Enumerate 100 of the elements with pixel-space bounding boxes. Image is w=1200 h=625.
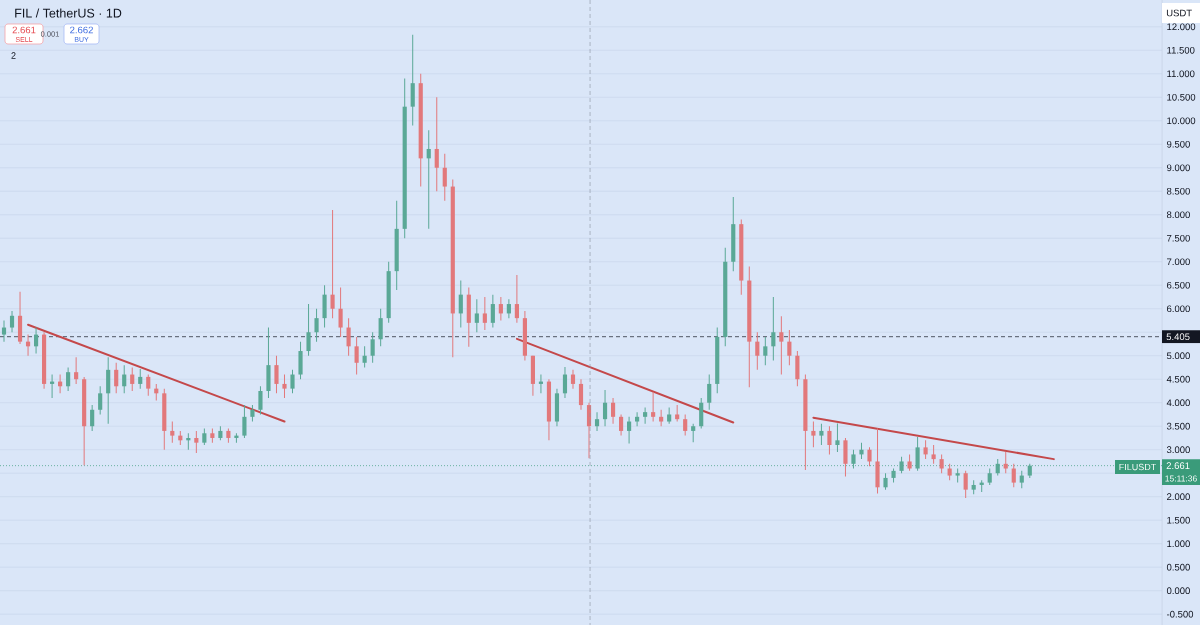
candlestick — [506, 298, 511, 319]
candlestick — [274, 355, 279, 394]
candlestick — [378, 308, 383, 347]
text: FIL / TetherUS · 1D — [15, 8, 122, 18]
y-tick-label: 2.000 — [1167, 493, 1190, 501]
candlestick — [410, 34, 415, 126]
candlestick — [651, 391, 656, 423]
y-tick-label: 6.500 — [1167, 281, 1190, 289]
candlestick — [618, 413, 624, 437]
y-tick-label: 1.000 — [1167, 540, 1190, 548]
candlestick — [819, 423, 824, 446]
candlestick — [346, 317, 351, 357]
y-tick-label: 10.500 — [1167, 93, 1196, 101]
candlestick — [33, 327, 39, 354]
y-tick-label: 11.500 — [1167, 46, 1195, 54]
annotation: 2.662 — [70, 26, 93, 34]
candlestick — [843, 437, 848, 477]
candlestick — [170, 421, 175, 444]
candlestick — [779, 315, 784, 376]
candlestick — [9, 310, 15, 333]
candlestick — [146, 374, 151, 397]
annotation: 2.661 — [12, 26, 36, 34]
candlestick — [851, 449, 856, 470]
y-tick-label: 0.500 — [1166, 563, 1190, 571]
y-tick-label: 7.500 — [1167, 234, 1190, 242]
ref-line-label: 2.661 — [1166, 462, 1190, 470]
candlestick — [194, 430, 199, 454]
candlestick — [811, 421, 816, 448]
candlestick — [458, 280, 463, 329]
candlestick — [795, 350, 800, 387]
candlestick — [923, 439, 928, 460]
y-tick-label: 8.500 — [1166, 187, 1190, 195]
candlestick — [835, 422, 840, 453]
candlestick — [627, 416, 632, 445]
text: 15:11:36 — [1165, 475, 1197, 482]
candlestick — [763, 336, 768, 366]
candlestick — [707, 374, 712, 411]
candlestick — [931, 444, 936, 465]
candlestick — [330, 209, 335, 319]
candlestick — [610, 397, 616, 425]
annotation: 2 — [11, 52, 16, 59]
y-tick-label: -0.500 — [1166, 610, 1194, 618]
candlestick — [514, 274, 519, 324]
candlestick — [1003, 451, 1008, 474]
y-tick-label: 1.500 — [1167, 516, 1190, 524]
candlestick — [963, 470, 968, 499]
candlestick — [578, 378, 584, 411]
candlestick — [683, 413, 688, 437]
candlestick — [691, 423, 696, 443]
candlestick — [114, 362, 119, 394]
y-tick-label: 9.000 — [1166, 164, 1190, 172]
candlestick — [699, 397, 704, 430]
candlestick — [242, 404, 247, 439]
candlestick — [122, 364, 127, 394]
candlestick — [362, 345, 367, 368]
y-tick-label: 7.000 — [1167, 258, 1190, 266]
candlestick — [442, 153, 447, 202]
candlestick — [1011, 463, 1016, 488]
y-tick-label: 4.500 — [1166, 375, 1190, 383]
y-tick-label: 9.500 — [1166, 140, 1190, 148]
candlestick — [338, 287, 343, 338]
candlestick — [602, 389, 608, 427]
candlestick — [90, 404, 95, 432]
candlestick — [66, 366, 71, 392]
y-tick-label: 11.000 — [1167, 70, 1195, 78]
candlestick — [290, 369, 295, 394]
candlestick — [282, 374, 287, 399]
candlestick — [306, 303, 311, 357]
y-tick-label: 3.000 — [1166, 446, 1190, 454]
candlestick — [370, 331, 375, 364]
candlestick — [635, 411, 640, 427]
candlestick — [314, 308, 319, 343]
candlestick — [570, 369, 576, 390]
y-tick-label: 4.000 — [1166, 399, 1190, 407]
y-tick-label: 6.000 — [1167, 305, 1190, 313]
y-tick-label: 0.000 — [1166, 587, 1190, 595]
candlestick — [434, 96, 439, 192]
candlestick — [138, 368, 143, 390]
candlestick — [258, 385, 263, 415]
candlestick — [106, 356, 111, 425]
candlestick — [74, 356, 79, 385]
ref-line-label: 5.405 — [1166, 333, 1190, 341]
candlestick — [354, 336, 359, 376]
candlestick — [915, 436, 920, 472]
candlestick — [474, 298, 479, 333]
candlestick — [643, 406, 648, 425]
candlestick — [755, 331, 760, 371]
candlestick — [490, 294, 495, 329]
candlestick — [426, 129, 431, 230]
candlestick — [482, 296, 487, 331]
candlestick — [298, 341, 303, 380]
candlestick — [659, 409, 664, 427]
candlestick — [498, 296, 503, 321]
y-tick-label: 3.500 — [1166, 422, 1190, 430]
candlestick — [1, 319, 7, 343]
y-tick-label: 12.000 — [1167, 23, 1196, 31]
y-tick-label: 10.000 — [1167, 117, 1196, 125]
candlestick — [771, 296, 776, 361]
annotation: FILUSDT — [1119, 463, 1157, 471]
y-tick-label: 8.000 — [1166, 211, 1190, 219]
